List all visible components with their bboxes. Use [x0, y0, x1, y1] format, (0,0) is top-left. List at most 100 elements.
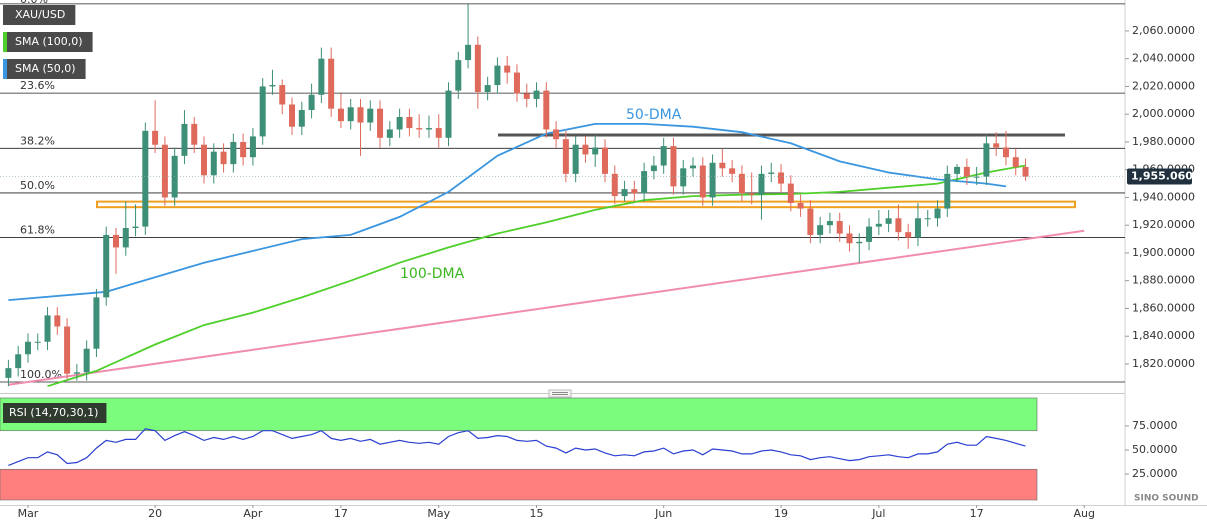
candle-body [73, 372, 80, 374]
candle-body [191, 123, 198, 145]
y-tick-label: 1,820.0000 [1132, 357, 1195, 370]
candle-body [1002, 147, 1009, 158]
candle-body [690, 165, 697, 169]
candle-body [64, 326, 71, 374]
y-tick-label: 2,020.0000 [1132, 79, 1195, 92]
candle-body [660, 146, 667, 166]
legend-box [3, 5, 76, 25]
legend-item[interactable]: XAU/USD [3, 5, 76, 25]
candle-body [465, 44, 472, 61]
candle-body [132, 226, 139, 228]
candle-body [24, 341, 31, 355]
candle-body [944, 173, 951, 209]
candle-body [543, 90, 550, 130]
candle-body [621, 189, 628, 197]
y-tick-label: 1,920.0000 [1132, 218, 1195, 231]
candle-body [259, 86, 266, 137]
candle-body [826, 221, 833, 226]
legend-item[interactable]: SMA (50,0) [3, 59, 86, 79]
candle-body [142, 130, 149, 227]
y-tick-label: 1,840.0000 [1132, 329, 1195, 342]
candle-body [289, 104, 296, 127]
candle-body [533, 90, 540, 99]
candle-body [650, 165, 657, 172]
candle-body [611, 173, 618, 197]
candle-body [641, 171, 648, 194]
legend-item[interactable]: RSI (14,70,30,1) [3, 403, 107, 423]
legend-label: RSI (14,70,30,1) [9, 406, 98, 419]
candle-body [54, 315, 61, 327]
candle-body [954, 166, 961, 174]
candle-body [562, 139, 569, 174]
y-tick-label: 50.0000 [1132, 443, 1178, 456]
candle-body [494, 65, 501, 86]
candle-body [513, 72, 520, 94]
y-tick-label: 25.0000 [1132, 467, 1178, 480]
candle-body [318, 58, 325, 95]
candle-body [523, 93, 530, 99]
candle-body [249, 136, 256, 158]
candle-body [328, 58, 335, 109]
candle-body [416, 128, 423, 130]
candle-body [768, 172, 775, 174]
x-tick-label: 19 [774, 507, 788, 520]
candle-body [396, 116, 403, 130]
y-tick-label: 2,060.0000 [1132, 24, 1195, 37]
candle-body [1012, 157, 1019, 167]
moving-average-line [47, 164, 1026, 388]
candle-body [240, 141, 247, 158]
candle-body [298, 110, 305, 127]
x-tick-label: Apr [243, 507, 263, 520]
legend-label: SMA (100,0) [15, 35, 83, 48]
rsi-band [0, 468, 1038, 501]
candle-body [699, 165, 706, 198]
x-tick-label: May [427, 507, 450, 520]
y-tick-label: 1,900.0000 [1132, 246, 1195, 259]
candle-body [592, 147, 599, 155]
legend-item[interactable]: SMA (100,0) [3, 32, 93, 52]
fib-label: 0.0% [20, 0, 48, 6]
watermark: SINO SOUND [1134, 494, 1199, 504]
candle-body [15, 354, 22, 369]
candle-body [934, 208, 941, 219]
candle-body [885, 218, 892, 224]
candle-body [719, 162, 726, 169]
y-tick-label: 1,980.0000 [1132, 135, 1195, 148]
candle-body [112, 234, 119, 248]
fib-label: 100.0% [20, 368, 62, 381]
candle-body [152, 130, 159, 145]
candle-body [337, 108, 344, 122]
candle-body [5, 368, 12, 378]
annotation: 50-DMA [626, 107, 682, 123]
fib-label: 61.8% [20, 224, 55, 237]
candle-body [631, 189, 638, 194]
candle-body [680, 168, 687, 187]
candle-body [377, 108, 384, 138]
candle-body [308, 94, 315, 111]
candle-body [34, 341, 41, 343]
candle-body [210, 151, 217, 176]
candle-body [993, 143, 1000, 148]
candle-body [778, 172, 785, 184]
candle-body [230, 141, 237, 165]
candle-body [161, 144, 168, 198]
candle-body [670, 146, 677, 187]
grip[interactable] [548, 389, 572, 398]
moving-average-line [8, 123, 1007, 301]
candle-body [484, 85, 491, 92]
annotation: 100-DMA [400, 266, 465, 282]
fib-label: 50.0% [20, 179, 55, 192]
support-zone [96, 200, 1076, 209]
y-tick-label: 2,040.0000 [1132, 52, 1195, 65]
separator-grip[interactable] [548, 389, 572, 398]
fib-label: 38.2% [20, 134, 55, 147]
candle-body [103, 234, 110, 298]
x-tick-label: 20 [148, 507, 162, 520]
candle-body [582, 144, 589, 155]
candle-body [895, 218, 902, 233]
candle-body [181, 123, 188, 156]
legend-label: SMA (50,0) [15, 62, 76, 75]
candle-body [279, 85, 286, 105]
candle-body [367, 108, 374, 123]
